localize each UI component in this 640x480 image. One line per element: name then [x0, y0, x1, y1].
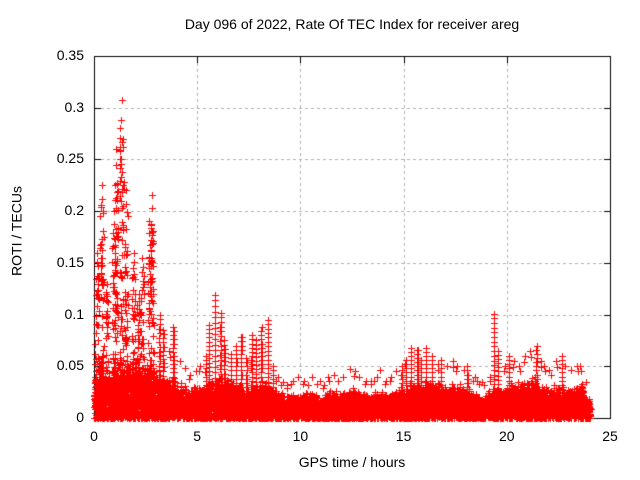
- x-tick-label: 10: [292, 428, 309, 444]
- x-tick-label: 20: [499, 428, 515, 444]
- x-axis-label: GPS time / hours: [298, 454, 406, 470]
- y-tick-label: 0.25: [56, 150, 84, 167]
- x-tick-label: 15: [395, 428, 412, 444]
- x-tick-label: 0: [90, 428, 98, 444]
- y-tick-label: 0: [76, 409, 84, 425]
- y-tick-label: 0.1: [64, 305, 84, 322]
- x-tick-label: 5: [193, 428, 202, 444]
- chart-title: Day 096 of 2022, Rate Of TEC Index for r…: [184, 16, 520, 32]
- y-tick-label: 0.2: [64, 202, 84, 219]
- y-tick-label: 0.3: [64, 98, 84, 115]
- x-tick-label: 25: [602, 428, 618, 444]
- y-tick-label: 0.05: [56, 357, 84, 374]
- y-tick-label: 0.35: [56, 47, 84, 63]
- y-tick-label: 0.15: [56, 253, 84, 270]
